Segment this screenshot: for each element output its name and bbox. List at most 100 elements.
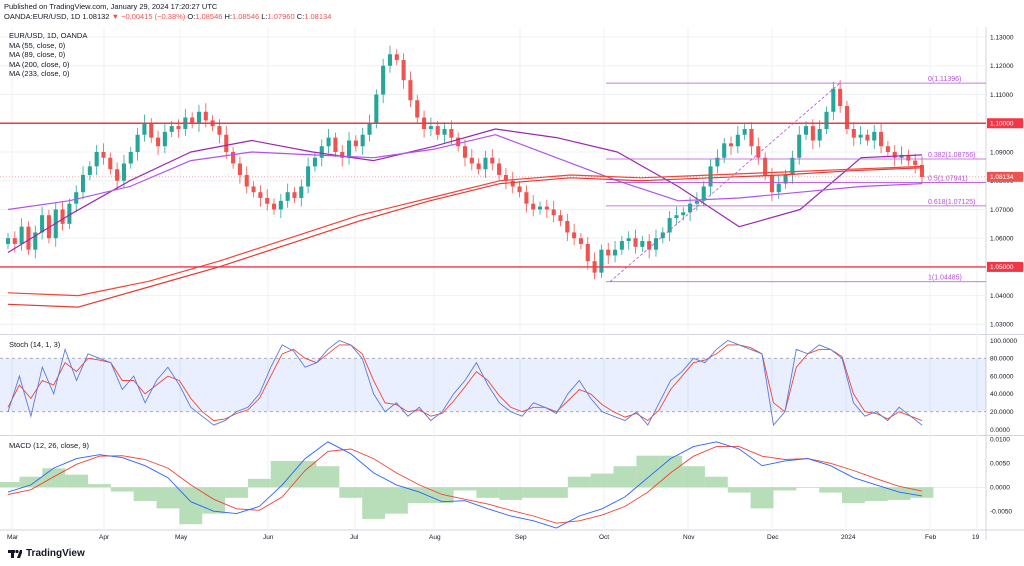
macd-hist-bar [796,487,820,488]
candle-body [244,174,249,187]
candle-body [613,249,618,256]
candle-body [278,200,283,210]
candle-body [817,129,822,141]
ohlc-low: 1.07960 [267,12,295,21]
fib-level-label: 0.382(1.08756) [928,152,975,159]
published-line: Published on TradingView.com, January 29… [4,2,218,11]
macd-hist-bar [819,487,843,493]
candle-body [524,192,529,204]
price-change: ▼ −0.00415 (−0.38%) [111,12,186,21]
macd-hist-bar [42,468,66,488]
macd-hist-bar [225,487,248,498]
candle-body [428,126,433,129]
macd-hist-bar [864,487,888,501]
stoch-y-tick: 80.0000 [990,356,1014,363]
macd-hist-bar [339,487,363,498]
stoch-legend: Stoch (14, 1, 3) [9,340,61,349]
last-price: 1.08132 [82,12,110,21]
macd-signal-line [7,446,923,524]
candle-body [326,137,331,147]
legend-ma233[interactable]: MA (233, close, 0) [9,69,70,79]
candle-body [885,146,890,152]
candle-body [142,123,147,135]
candle-body [578,238,584,244]
macd-hist-bar [727,487,751,493]
candle-body [176,126,181,129]
candle-body [728,143,734,147]
macd-y-tick: 0.0100 [990,437,1010,444]
macd-hist-bar [179,487,203,525]
macd-y-tick: 0.0000 [990,485,1010,492]
candle-body [196,111,202,124]
macd-hist-bar [659,455,683,488]
candle-body [551,209,556,216]
macd-hist-bar [773,487,797,491]
candle-body [735,134,740,147]
ohlc-open-key: O: [187,12,196,21]
candle-body [19,226,24,244]
legend-ma89[interactable]: MA (89, close, 0) [9,50,66,60]
current-price-tag [987,171,1023,182]
ma55-line [7,128,923,254]
candle-body [619,241,624,250]
tradingview-logo[interactable]: TradingView [8,548,85,559]
candle-body [285,192,290,201]
legend-ma55[interactable]: MA (55, close, 0) [9,40,66,50]
ohlc-high-key: H: [224,12,233,21]
candle-body [26,226,31,250]
candle-body [94,151,99,167]
ohlc-close: 1.08134 [304,12,332,21]
candle-body [203,111,208,121]
x-tick-label: Apr [99,534,110,541]
stoch-y-tick: 40.0000 [990,391,1014,398]
candle-body [510,180,515,187]
fib-level-label: 0.5(1.07941) [928,175,968,182]
candle-body [108,157,113,170]
stoch-band-fill [0,358,986,412]
candle-body [565,220,570,233]
x-tick-label: Feb [925,534,937,541]
candle-body [469,157,474,164]
main-legend: EUR/USD, 1D, OANDA MA (55, close, 0) MA … [9,31,87,79]
current-price-label: 1.08134 [990,174,1014,181]
candle-body [776,183,781,193]
candle-body [394,54,399,61]
candle-body [231,151,236,164]
candle-body [531,203,536,210]
ohlc-high: 1.08546 [232,12,260,21]
stoch-y-tick: 0.0000 [990,427,1010,434]
macd-hist-bar [0,482,20,488]
candle-body [33,232,38,250]
x-tick-label: 2024 [841,534,856,541]
candle-body [449,129,454,138]
candle-body [346,140,352,158]
candle-body [292,192,297,198]
candle-body [844,106,850,129]
macd-hist-bar [316,466,340,488]
candle-body [258,192,263,198]
level-price-label: 1.10000 [990,121,1014,128]
stoch-d-line [7,344,923,422]
level-price-tag [987,261,1023,272]
candle-body [756,146,761,158]
candle-body [333,137,338,152]
candle-body [367,123,372,135]
candle-body [442,129,447,135]
ma200-line [7,165,923,297]
candle-body [872,131,877,141]
candle-body [653,238,659,250]
legend-ma200[interactable]: MA (200, close, 0) [9,59,70,69]
candle-body [919,164,925,177]
candle-body [667,218,672,233]
y-tick-label: 1.13000 [990,34,1014,41]
candle-body [558,215,563,221]
candle-body [851,129,856,138]
candle-body [169,126,174,132]
candle-body [674,215,679,219]
x-tick-label: 19 [972,534,980,541]
fib-level-label: 1(1.04485) [928,275,962,282]
macd-hist-bar [385,487,408,514]
candle-body [544,206,549,210]
candle-body [456,137,461,147]
